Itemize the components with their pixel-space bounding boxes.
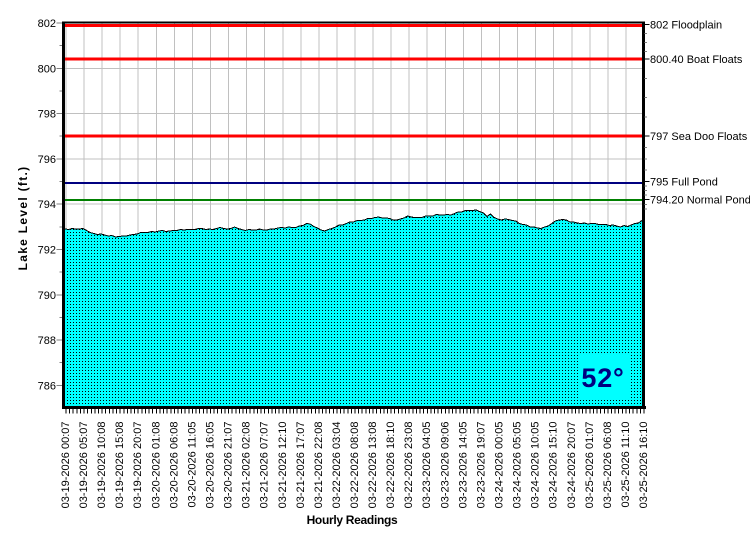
svg-text:800: 800	[38, 63, 56, 75]
svg-text:795 Full Pond: 795 Full Pond	[650, 177, 718, 189]
svg-text:03-23-2026 09:06: 03-23-2026 09:06	[439, 422, 451, 509]
svg-text:790: 790	[38, 290, 56, 302]
svg-text:03-24-2026 15:10: 03-24-2026 15:10	[548, 422, 560, 509]
svg-text:802 Floodplain: 802 Floodplain	[650, 20, 722, 32]
svg-text:794: 794	[38, 199, 56, 211]
svg-text:03-19-2026 00:07: 03-19-2026 00:07	[60, 422, 72, 509]
svg-text:03-22-2026 13:08: 03-22-2026 13:08	[367, 422, 379, 509]
svg-text:03-19-2026 20:07: 03-19-2026 20:07	[132, 422, 144, 509]
svg-text:03-24-2026 20:07: 03-24-2026 20:07	[566, 422, 578, 509]
svg-text:03-19-2026 15:08: 03-19-2026 15:08	[114, 422, 126, 509]
svg-text:03-25-2026 11:10: 03-25-2026 11:10	[620, 422, 632, 508]
svg-text:786: 786	[38, 380, 56, 392]
svg-text:794.20 Normal Pond: 794.20 Normal Pond	[650, 195, 750, 207]
svg-text:03-22-2026 18:10: 03-22-2026 18:10	[385, 422, 397, 509]
svg-text:03-20-2026 01:08: 03-20-2026 01:08	[150, 422, 162, 509]
svg-text:03-20-2026 06:08: 03-20-2026 06:08	[168, 422, 180, 509]
svg-text:03-23-2026 14:05: 03-23-2026 14:05	[457, 422, 469, 509]
svg-text:792: 792	[38, 245, 56, 257]
svg-text:03-22-2026 23:08: 03-22-2026 23:08	[403, 422, 415, 509]
svg-text:03-21-2026 02:08: 03-21-2026 02:08	[241, 422, 253, 509]
svg-text:03-22-2026 03:04: 03-22-2026 03:04	[331, 422, 343, 509]
svg-text:03-20-2026 21:07: 03-20-2026 21:07	[223, 422, 235, 509]
svg-text:03-19-2026 10:08: 03-19-2026 10:08	[96, 422, 108, 509]
svg-text:03-25-2026 01:07: 03-25-2026 01:07	[584, 422, 596, 509]
svg-text:03-24-2026 00:05: 03-24-2026 00:05	[494, 422, 506, 509]
svg-text:797 Sea Doo Floats: 797 Sea Doo Floats	[650, 131, 748, 143]
svg-text:03-23-2026 04:05: 03-23-2026 04:05	[421, 422, 433, 509]
svg-text:03-25-2026 16:10: 03-25-2026 16:10	[638, 422, 650, 509]
svg-text:03-24-2026 10:05: 03-24-2026 10:05	[530, 422, 542, 509]
svg-text:788: 788	[38, 335, 56, 347]
svg-text:Hourly Readings: Hourly Readings	[307, 513, 398, 527]
svg-text:800.40 Boat Floats: 800.40 Boat Floats	[650, 54, 743, 66]
svg-text:03-21-2026 07:07: 03-21-2026 07:07	[259, 422, 271, 509]
svg-text:03-20-2026 16:05: 03-20-2026 16:05	[205, 422, 217, 509]
svg-text:03-21-2026 12:10: 03-21-2026 12:10	[277, 422, 289, 509]
svg-text:Lake Level (ft.): Lake Level (ft.)	[16, 166, 30, 271]
svg-text:03-22-2026 08:08: 03-22-2026 08:08	[349, 422, 361, 509]
svg-text:52°: 52°	[581, 363, 624, 393]
svg-text:03-21-2026 17:07: 03-21-2026 17:07	[295, 422, 307, 509]
svg-text:03-25-2026 06:08: 03-25-2026 06:08	[602, 422, 614, 509]
svg-text:03-19-2026 05:07: 03-19-2026 05:07	[78, 422, 90, 509]
svg-text:03-23-2026 19:07: 03-23-2026 19:07	[475, 422, 487, 509]
svg-text:03-21-2026 22:08: 03-21-2026 22:08	[313, 422, 325, 509]
svg-text:796: 796	[38, 154, 56, 166]
svg-text:03-20-2026 11:05: 03-20-2026 11:05	[186, 422, 198, 508]
svg-text:03-24-2026 05:05: 03-24-2026 05:05	[512, 422, 524, 509]
svg-text:798: 798	[38, 109, 56, 121]
svg-text:802: 802	[38, 18, 56, 30]
